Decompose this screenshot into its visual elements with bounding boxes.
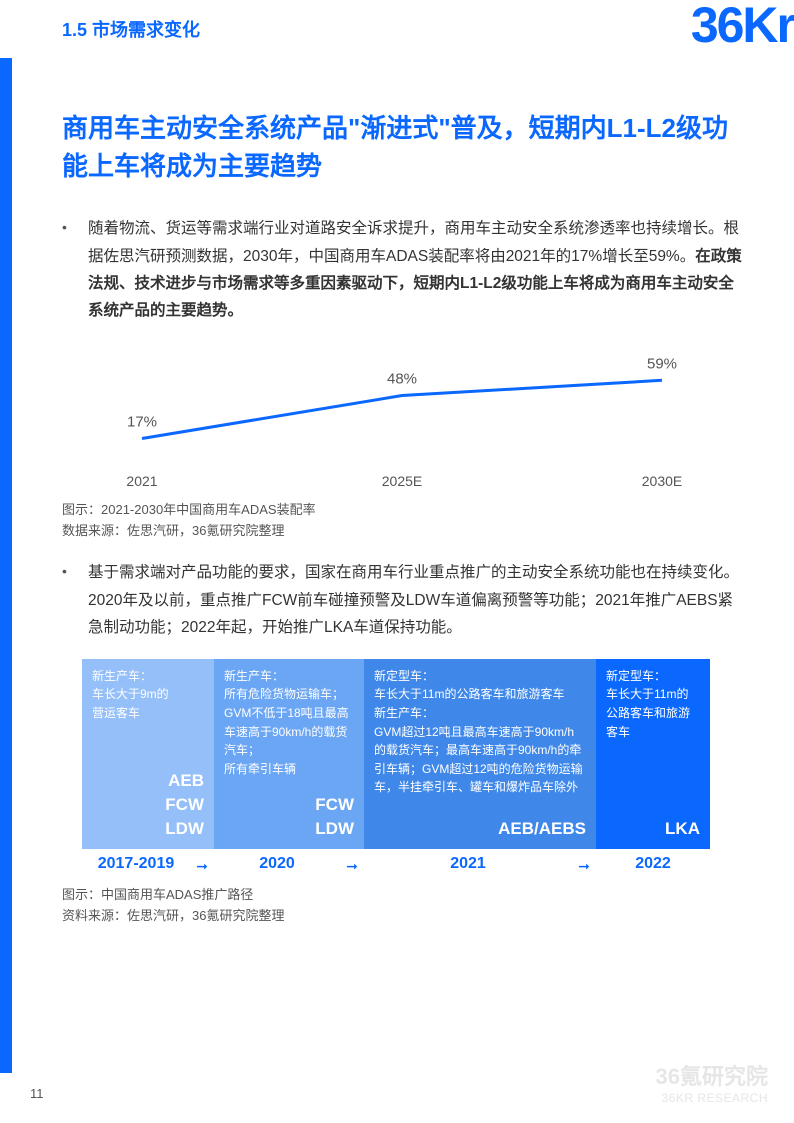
timeline-year: 2021: [364, 855, 572, 875]
footer-cn: 36氪研究院: [656, 1059, 768, 1091]
content: 商用车主动安全系统产品"渐进式"普及，短期内L1-L2级功能上车将成为主要趋势 …: [0, 58, 794, 926]
page-number: 11: [30, 1086, 44, 1101]
brand-logo: 36Kr: [691, 0, 794, 50]
timeline-caption: 图示：中国商用车ADAS推广路径 资料来源：佐思汽研，36氪研究院整理: [62, 885, 746, 927]
timeline-box-desc: 新生产车： 所有危险货物运输车； GVM不低于18吨且最高车速高于90km/h的…: [224, 667, 354, 779]
timeline-box: 新生产车： 车长大于9m的 营运客车 AEB FCW LDW: [82, 659, 214, 849]
timeline-year: 2020: [214, 855, 340, 875]
timeline-years: 2017-2019➞2020➞2021➞2022: [82, 855, 746, 875]
para1-text: 随着物流、货运等需求端行业对道路安全诉求提升，商用车主动安全系统渗透率也持续增长…: [88, 220, 739, 264]
bullet-icon: •: [62, 559, 88, 640]
footer-en: 36KR RESEARCH: [656, 1091, 768, 1105]
arrow-icon: ➞: [572, 855, 596, 875]
arrow-icon: ➞: [340, 855, 364, 875]
main-title: 商用车主动安全系统产品"渐进式"普及，短期内L1-L2级功能上车将成为主要趋势: [62, 110, 746, 185]
svg-text:2030E: 2030E: [642, 473, 682, 489]
arrow-icon: ➞: [190, 855, 214, 875]
svg-text:2021: 2021: [126, 473, 157, 489]
line-chart-svg: 17% 2021 48% 2025E 59% 2030E: [82, 342, 722, 492]
timeline-boxes: 新生产车： 车长大于9m的 营运客车 AEB FCW LDW 新生产车： 所有危险货…: [82, 659, 746, 849]
timeline-caption-title: 图示：中国商用车ADAS推广路径: [62, 885, 746, 906]
timeline-box-funcs: FCW LDW: [315, 793, 354, 841]
timeline-year: 2022: [596, 855, 710, 875]
timeline-year: 2017-2019: [82, 855, 190, 875]
timeline-box-desc: 新生产车： 车长大于9m的 营运客车: [92, 667, 204, 723]
timeline-box-funcs: AEB FCW LDW: [165, 769, 204, 840]
svg-text:17%: 17%: [127, 413, 157, 430]
para2-text: 基于需求端对产品功能的要求，国家在商用车行业重点推广的主动安全系统功能也在持续变…: [88, 559, 746, 640]
footer-brand: 36氪研究院 36KR RESEARCH: [656, 1059, 768, 1105]
adas-chart: 17% 2021 48% 2025E 59% 2030E: [82, 342, 746, 492]
chart-caption-title: 图示：2021-2030年中国商用车ADAS装配率: [62, 500, 746, 521]
chart-caption-source: 数据来源：佐思汽研，36氪研究院整理: [62, 521, 746, 542]
timeline-box: 新定型车： 车长大于11m的公路客车和旅游客车 新生产车： GVM超过12吨且最…: [364, 659, 596, 849]
svg-text:59%: 59%: [647, 355, 677, 372]
section-label: 1.5 市场需求变化: [62, 16, 200, 42]
chart-caption: 图示：2021-2030年中国商用车ADAS装配率 数据来源：佐思汽研，36氪研…: [62, 500, 746, 542]
timeline-box: 新定型车： 车长大于11m的公路客车和旅游客车 LKA: [596, 659, 710, 849]
timeline-box-funcs: LKA: [665, 817, 700, 841]
svg-text:2025E: 2025E: [382, 473, 422, 489]
bullet-icon: •: [62, 215, 88, 324]
timeline-box-desc: 新定型车： 车长大于11m的公路客车和旅游客车 新生产车： GVM超过12吨且最…: [374, 667, 586, 797]
svg-text:48%: 48%: [387, 370, 417, 387]
timeline-box-funcs: AEB/AEBS: [498, 817, 586, 841]
timeline: 新生产车： 车长大于9m的 营运客车 AEB FCW LDW 新生产车： 所有危险货…: [82, 659, 746, 875]
left-accent-bar: [0, 58, 12, 1073]
header: 1.5 市场需求变化: [0, 0, 794, 58]
paragraph-2: • 基于需求端对产品功能的要求，国家在商用车行业重点推广的主动安全系统功能也在持…: [62, 559, 746, 640]
paragraph-1: • 随着物流、货运等需求端行业对道路安全诉求提升，商用车主动安全系统渗透率也持续…: [62, 215, 746, 324]
timeline-caption-source: 资料来源：佐思汽研，36氪研究院整理: [62, 906, 746, 927]
timeline-box-desc: 新定型车： 车长大于11m的公路客车和旅游客车: [606, 667, 700, 741]
timeline-box: 新生产车： 所有危险货物运输车； GVM不低于18吨且最高车速高于90km/h的…: [214, 659, 364, 849]
